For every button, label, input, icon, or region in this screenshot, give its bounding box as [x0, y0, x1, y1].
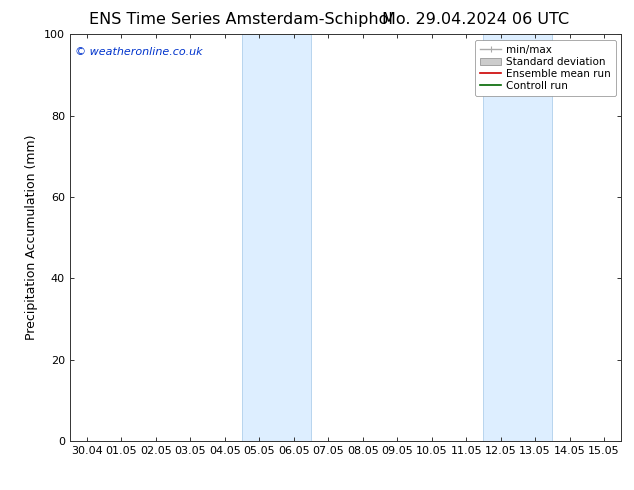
- Legend: min/max, Standard deviation, Ensemble mean run, Controll run: min/max, Standard deviation, Ensemble me…: [475, 40, 616, 96]
- Y-axis label: Precipitation Accumulation (mm): Precipitation Accumulation (mm): [25, 135, 38, 341]
- Bar: [483, 34, 552, 441]
- Text: ENS Time Series Amsterdam-Schiphol: ENS Time Series Amsterdam-Schiphol: [89, 12, 393, 27]
- Bar: [242, 34, 311, 441]
- Text: © weatheronline.co.uk: © weatheronline.co.uk: [75, 47, 203, 56]
- Text: Mo. 29.04.2024 06 UTC: Mo. 29.04.2024 06 UTC: [382, 12, 569, 27]
